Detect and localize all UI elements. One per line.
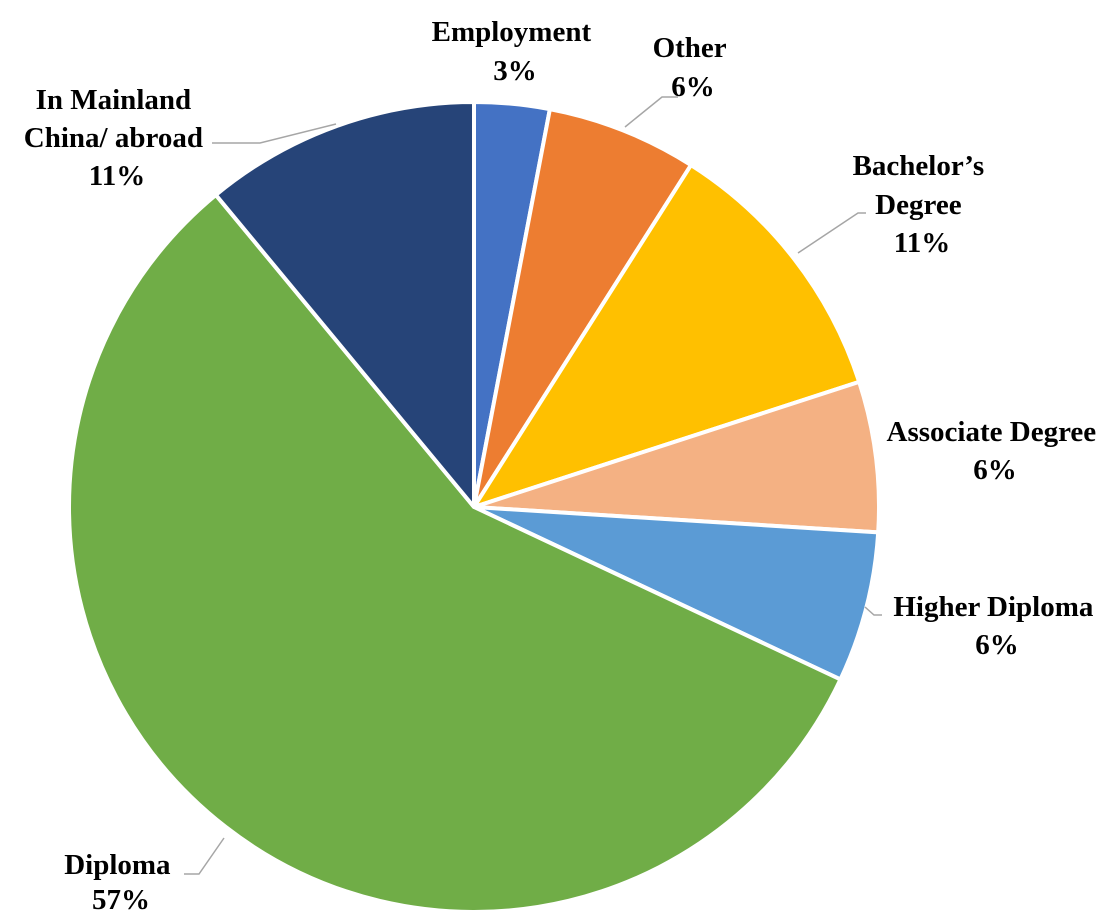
slice-value-diploma: 57%: [92, 884, 150, 912]
leader-line-other: [624, 96, 678, 128]
data-label-employment: Employment 3%: [432, 16, 599, 87]
slice-value-other: 6%: [671, 71, 715, 103]
slice-name-associate: Associate Degree: [887, 416, 1097, 448]
pie-slice-diploma: [67, 192, 843, 912]
pie-slice-other: [472, 107, 694, 509]
slice-value-higher-diploma: 6%: [975, 629, 1019, 661]
data-label-mainland: In Mainland China/ abroad 11%: [24, 84, 210, 192]
data-label-other: Other 6%: [653, 32, 734, 103]
pie-slice-mainland: [213, 100, 476, 509]
leader-line-mainland: [212, 123, 337, 144]
data-label-bachelors: Bachelor’s Degree 11%: [853, 150, 992, 259]
slice-name-higher-diploma: Higher Diploma: [893, 591, 1094, 623]
pie-slice-bachelors: [472, 163, 862, 509]
leader-line-higher-diploma: [864, 606, 882, 616]
leader-lines: [184, 96, 882, 875]
slice-value-employment: 3%: [493, 55, 537, 87]
slice-name-bachelors-line1: Bachelor’s: [853, 150, 985, 182]
slice-name-employment: Employment: [432, 16, 592, 48]
pie-slice-associate: [472, 379, 881, 535]
slice-value-mainland: 11%: [89, 160, 145, 192]
data-label-higher-diploma: Higher Diploma 6%: [893, 591, 1100, 661]
leader-line-diploma: [184, 837, 225, 875]
slice-name-bachelors-line2: Degree: [875, 189, 962, 221]
slice-value-associate: 6%: [973, 454, 1017, 486]
slice-value-bachelors: 11%: [894, 227, 950, 259]
slice-name-mainland-line1: In Mainland: [36, 84, 192, 116]
slice-name-diploma: Diploma: [64, 849, 171, 881]
slice-name-mainland-line2: China/ abroad: [24, 122, 203, 154]
slice-name-other: Other: [653, 32, 727, 64]
leader-line-bachelors: [797, 212, 866, 254]
data-label-diploma: Diploma 57%: [64, 849, 178, 912]
slices-layer: [67, 100, 881, 912]
data-labels: Employment 3% Other 6% Bachelor’s Degree…: [24, 16, 1104, 912]
data-label-associate: Associate Degree 6%: [887, 416, 1104, 486]
